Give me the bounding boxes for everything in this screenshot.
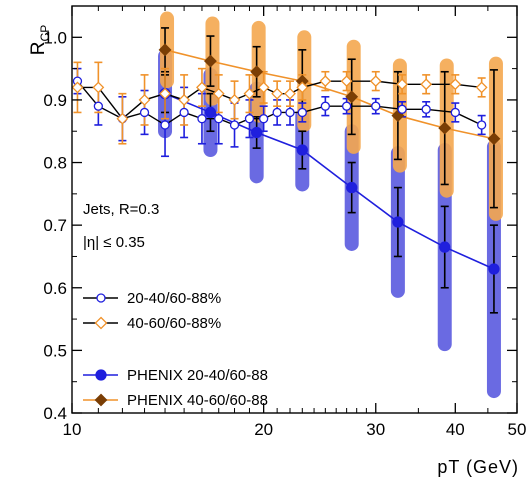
- data-point: [257, 81, 270, 94]
- data-point: [341, 101, 352, 111]
- data-point: [449, 78, 462, 91]
- data-point: [272, 107, 282, 118]
- data-point: [204, 54, 217, 68]
- data-point: [438, 121, 452, 135]
- data-point: [244, 114, 255, 124]
- x-tick-label: 50: [508, 420, 527, 439]
- legend-marker: [96, 293, 106, 303]
- data-point: [369, 75, 382, 88]
- data-point: [259, 114, 269, 124]
- data-point: [271, 87, 284, 100]
- error-bars: [73, 27, 498, 314]
- data-point: [421, 104, 431, 114]
- legend-marker: [95, 369, 107, 381]
- legend-label: PHENIX 20-40/60-88: [127, 367, 268, 384]
- y-tick-label: 0.9: [43, 91, 67, 110]
- data-point: [439, 241, 451, 253]
- y-axis-label-main: R: [28, 41, 49, 55]
- data-point: [139, 107, 150, 118]
- data-point: [340, 75, 353, 88]
- x-axis-label: pT (GeV): [437, 457, 519, 477]
- markers: [71, 43, 501, 275]
- x-tick-label: 30: [366, 420, 385, 439]
- legend-label: 20-40/60-88%: [127, 290, 221, 307]
- legend-marker: [94, 316, 108, 330]
- data-point: [396, 78, 409, 91]
- data-point: [204, 106, 217, 119]
- data-point: [159, 87, 171, 100]
- data-point: [296, 81, 309, 94]
- data-point: [392, 216, 404, 228]
- data-point: [397, 104, 407, 114]
- y-tick-label: 1.0: [43, 28, 67, 47]
- annotation-jets: Jets, R=0.3: [83, 201, 159, 218]
- data-point: [228, 94, 241, 106]
- data-point: [477, 120, 487, 130]
- systematic-bands: [158, 11, 503, 399]
- legend-label: 40-60/60-88%: [127, 315, 221, 332]
- data-point: [243, 87, 256, 100]
- data-point: [487, 132, 501, 146]
- data-point: [475, 81, 488, 94]
- data-point: [297, 107, 307, 118]
- y-tick-label: 0.8: [43, 154, 67, 173]
- y-tick-label: 0.5: [43, 341, 67, 360]
- data-point: [229, 120, 240, 130]
- axis-ticks: 0.4 0.5 0.6 0.7 0.8 0.9 1.0 10 20 30 40 50: [43, 6, 526, 439]
- data-point: [178, 94, 191, 106]
- legend: 20-40/60-88% 40-60/60-88% PHENIX 20-40/60-…: [83, 290, 268, 409]
- series-line: [164, 49, 495, 140]
- data-point: [450, 107, 460, 118]
- data-point: [320, 101, 330, 111]
- data-point: [196, 81, 208, 94]
- x-tick-label: 20: [254, 420, 273, 439]
- y-tick-label: 0.4: [43, 404, 67, 423]
- data-point: [160, 120, 170, 130]
- data-point: [250, 65, 264, 79]
- data-point: [179, 107, 189, 118]
- x-tick-label: 10: [63, 420, 82, 439]
- data-point: [284, 87, 296, 100]
- data-point: [71, 81, 84, 94]
- data-point: [345, 90, 359, 104]
- y-tick-label: 0.7: [43, 216, 67, 235]
- data-point: [197, 114, 207, 124]
- plot-frame: [71, 5, 518, 414]
- x-tick-label: 40: [446, 420, 465, 439]
- data-point: [420, 78, 433, 91]
- y-tick-label: 0.6: [43, 279, 67, 298]
- data-point: [346, 181, 358, 194]
- data-point: [251, 126, 263, 139]
- legend-marker: [94, 393, 108, 407]
- series-line: [76, 80, 482, 126]
- y-axis-label: RCP: [28, 25, 52, 55]
- data-point: [116, 112, 129, 125]
- data-point: [138, 94, 151, 106]
- y-axis-label-sub: CP: [38, 25, 52, 42]
- data-point: [93, 101, 104, 111]
- data-point: [158, 43, 172, 57]
- data-point: [212, 87, 225, 100]
- data-point: [296, 144, 308, 156]
- legend-label: PHENIX 40-60/60-88: [127, 392, 268, 409]
- data-point: [488, 263, 500, 275]
- data-point: [214, 114, 224, 124]
- data-point: [92, 81, 105, 94]
- data-point: [319, 75, 332, 88]
- annotation-eta: |η| ≤ 0.35: [83, 234, 145, 251]
- data-point: [285, 107, 295, 118]
- data-point: [371, 101, 381, 111]
